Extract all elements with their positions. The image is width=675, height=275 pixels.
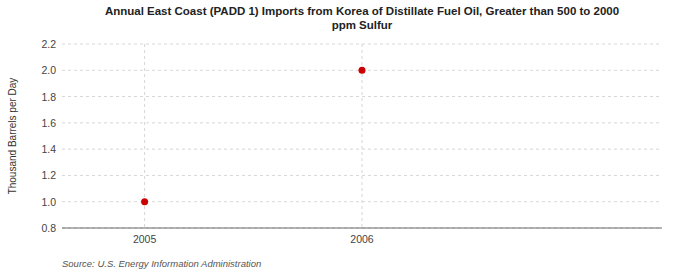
chart-container: Annual East Coast (PADD 1) Imports from … — [0, 0, 675, 275]
title: Annual East Coast (PADD 1) Imports from … — [105, 5, 619, 31]
x-axis-line — [62, 228, 662, 229]
marks — [141, 67, 365, 205]
y-grid-line — [62, 96, 662, 97]
source-note: Source: U.S. Energy Information Administ… — [62, 258, 261, 269]
title-line: Annual East Coast (PADD 1) Imports from … — [105, 5, 619, 17]
grid — [62, 44, 662, 228]
y-tick-label: 1.8 — [41, 91, 56, 103]
y-axis-label: Thousand Barrels per Day — [7, 78, 18, 195]
y-tick-label: 1.2 — [41, 169, 56, 181]
title-line: ppm Sulfur — [332, 19, 393, 31]
point — [359, 67, 366, 74]
axes: 0.8 1.0 1.2 1.4 1.6 1.8 2.0 2.2 2005 2006 — [41, 38, 662, 245]
y-grid-line — [62, 228, 662, 229]
x-tick-label: 2005 — [133, 233, 157, 245]
y-tick-label: 2.0 — [41, 64, 56, 76]
y-tick-label: 1.0 — [41, 196, 56, 208]
point — [141, 198, 148, 205]
y-tick-label: 0.8 — [41, 222, 56, 234]
y-tick-label: 2.2 — [41, 38, 56, 50]
x-tick-label: 2006 — [350, 233, 374, 245]
y-tick-label: 1.6 — [41, 117, 56, 129]
y-tick-label: 1.4 — [41, 143, 56, 155]
chart-svg: Annual East Coast (PADD 1) Imports from … — [0, 0, 675, 275]
y-grid-line — [62, 175, 662, 176]
